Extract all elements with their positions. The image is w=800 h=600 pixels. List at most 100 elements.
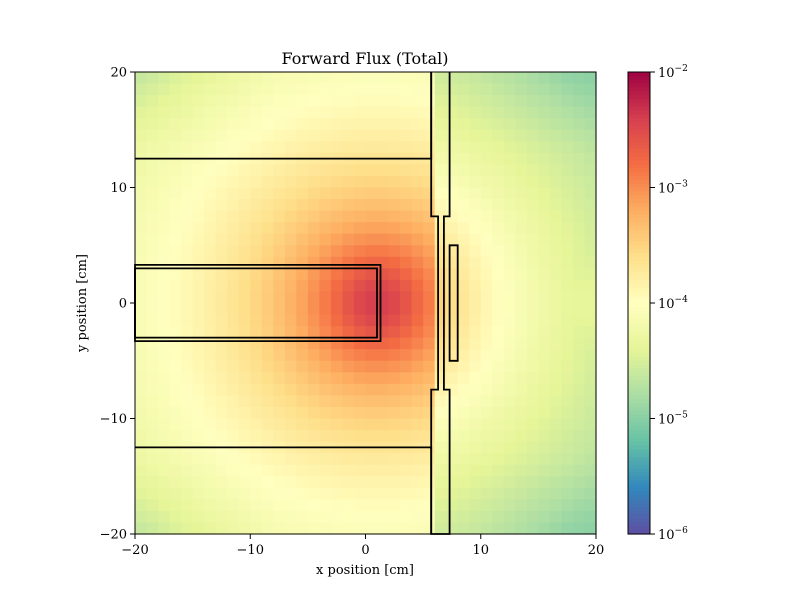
heatmap-cell <box>330 95 344 108</box>
heatmap-cell <box>238 360 251 373</box>
heatmap-cell <box>307 360 321 373</box>
heatmap-cell <box>572 360 586 373</box>
heatmap-cell <box>227 314 240 327</box>
heatmap-cell <box>561 141 574 154</box>
heatmap-cell <box>227 487 240 500</box>
heatmap-cell <box>400 406 413 420</box>
heatmap-cell <box>330 337 344 350</box>
heatmap-cell <box>457 418 470 431</box>
heatmap-cell <box>181 129 194 142</box>
heatmap-cell <box>503 222 516 235</box>
heatmap-cell <box>538 499 551 512</box>
heatmap-cell <box>469 129 482 142</box>
heatmap-cell <box>238 199 251 212</box>
heatmap-cell <box>423 245 436 258</box>
colorbar-segment <box>628 191 650 196</box>
colorbar-segment <box>628 206 650 212</box>
heatmap-cell <box>192 129 205 142</box>
heatmap-cell <box>330 106 344 119</box>
heatmap-cell <box>181 326 194 339</box>
heatmap-cell <box>538 164 551 177</box>
heatmap-cell <box>330 418 344 431</box>
heatmap-cell <box>572 141 586 154</box>
heatmap-cell <box>446 326 459 339</box>
heatmap-cell <box>503 337 516 350</box>
heatmap-cell <box>215 118 228 131</box>
heatmap-cell <box>561 222 574 235</box>
heatmap-cell <box>561 326 574 339</box>
colorbar-segment <box>628 195 650 200</box>
heatmap-cell <box>377 141 390 154</box>
heatmap-cell <box>250 118 263 131</box>
colorbar-segment <box>628 137 650 142</box>
colorbar-ticks: 10−610−510−410−310−2 <box>650 64 688 543</box>
heatmap-cell <box>492 395 505 408</box>
heatmap-cell <box>261 106 274 119</box>
heatmap-cell <box>353 337 367 350</box>
heatmap-cell <box>365 326 378 339</box>
heatmap-cell <box>515 291 528 304</box>
heatmap-cell <box>181 187 194 200</box>
heatmap-cell <box>169 522 182 535</box>
heatmap-cell <box>319 418 332 431</box>
colorbar-segment <box>628 303 650 308</box>
heatmap-cell <box>549 129 563 142</box>
heatmap-cell <box>296 510 309 524</box>
heatmap-cell <box>584 141 597 154</box>
colorbar-segment <box>628 399 650 404</box>
heatmap-cell <box>423 95 436 108</box>
heatmap-cell <box>135 383 148 396</box>
heatmap-cell <box>572 175 586 189</box>
heatmap-cell <box>319 464 332 477</box>
heatmap-cell <box>457 406 470 420</box>
heatmap-cell <box>181 464 194 477</box>
heatmap-cell <box>584 210 597 223</box>
heatmap-cell <box>469 383 482 396</box>
heatmap-cell <box>423 383 436 396</box>
heatmap-cell <box>515 210 528 223</box>
heatmap-cell <box>181 291 194 304</box>
heatmap-cell <box>215 141 228 154</box>
heatmap-cell <box>423 395 436 408</box>
heatmap-cell <box>492 441 505 454</box>
heatmap-cell <box>365 522 378 535</box>
heatmap-cell <box>446 175 459 189</box>
heatmap-cell <box>423 522 436 535</box>
heatmap-cell <box>411 199 424 212</box>
heatmap-cell <box>319 349 332 362</box>
heatmap-cell <box>457 210 470 223</box>
heatmap-cell <box>526 83 539 96</box>
heatmap-cell <box>411 210 424 223</box>
heatmap-cell <box>284 326 297 339</box>
heatmap-cell <box>307 222 321 235</box>
heatmap-cell <box>227 349 240 362</box>
heatmap-cell <box>135 118 148 131</box>
heatmap-cell <box>158 418 171 431</box>
colorbar-segment <box>628 306 650 312</box>
heatmap-cell <box>561 464 574 477</box>
heatmap-cell <box>181 360 194 373</box>
heatmap-cell <box>515 430 528 443</box>
heatmap-cell <box>377 360 390 373</box>
heatmap-cell <box>423 279 436 293</box>
heatmap-cell <box>307 106 321 119</box>
heatmap-cell <box>284 222 297 235</box>
heatmap-cell <box>146 129 159 142</box>
heatmap-cell <box>515 418 528 431</box>
heatmap-cell <box>515 522 528 535</box>
heatmap-cell <box>296 256 309 269</box>
x-tick-label: 10 <box>472 543 489 558</box>
heatmap-cell <box>400 395 413 408</box>
heatmap-cell <box>284 233 297 246</box>
colorbar-segment <box>628 106 650 112</box>
heatmap-cell <box>158 268 171 281</box>
colorbar-segment <box>628 133 650 139</box>
heatmap-cell <box>342 326 355 339</box>
heatmap-cell <box>215 175 228 189</box>
heatmap-cell <box>238 314 251 327</box>
heatmap-cell <box>250 199 263 212</box>
heatmap-cell <box>330 268 344 281</box>
heatmap-cell <box>353 95 367 108</box>
heatmap-cell <box>446 199 459 212</box>
colorbar-segment <box>628 72 650 77</box>
